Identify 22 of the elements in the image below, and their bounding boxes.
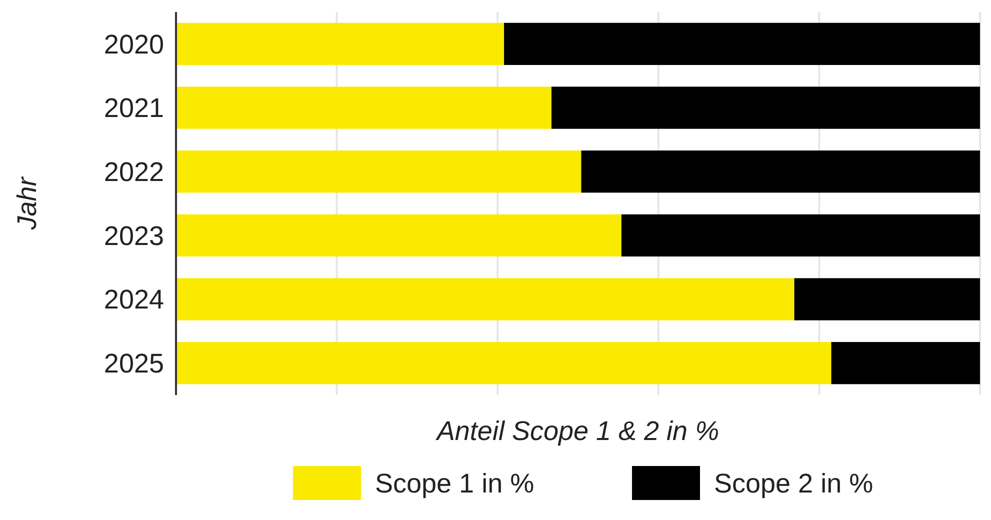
bar — [176, 22, 504, 65]
y-tick-label: 2024 — [104, 284, 164, 315]
y-tick-label: 2022 — [104, 157, 164, 188]
y-tick-label: 2020 — [104, 29, 164, 60]
y-tick-label: 2023 — [104, 220, 164, 251]
bar — [831, 342, 980, 384]
bar — [176, 86, 552, 129]
y-axis-title: Jahr — [12, 176, 42, 231]
bar — [504, 22, 980, 65]
x-axis-title: Anteil Scope 1 & 2 in % — [434, 416, 720, 446]
legend-label: Scope 2 in % — [714, 468, 874, 498]
y-tick-label: 2025 — [104, 348, 164, 379]
bar — [176, 342, 832, 384]
bar — [176, 214, 622, 256]
bar — [176, 150, 582, 193]
bar — [551, 86, 980, 129]
y-tick-label: 2021 — [104, 93, 164, 124]
bar — [794, 278, 980, 320]
legend-label: Scope 1 in % — [375, 468, 534, 498]
bar — [621, 214, 980, 256]
bar — [581, 150, 980, 193]
bar — [176, 278, 794, 320]
